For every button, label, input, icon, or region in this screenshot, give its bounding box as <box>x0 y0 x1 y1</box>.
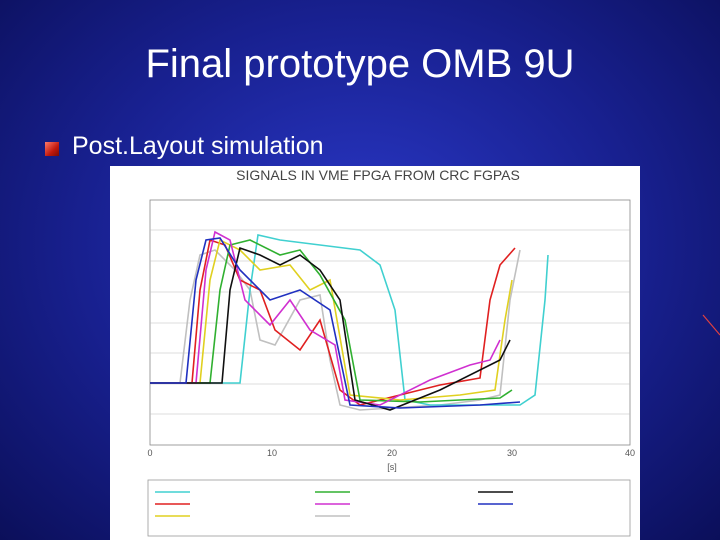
x-ticks: 0 10 20 30 40 <box>147 448 635 458</box>
x-tick-label: 20 <box>387 448 397 458</box>
waveforms <box>150 230 549 411</box>
x-tick-label: 0 <box>147 448 152 458</box>
decoration <box>702 314 720 336</box>
bullet-icon <box>45 142 59 156</box>
plot-frame <box>149 199 631 446</box>
legend-lines <box>155 491 513 517</box>
x-tick-label: 30 <box>507 448 517 458</box>
x-tick-label: 10 <box>267 448 277 458</box>
plot-title: SIGNALS IN VME FPGA FROM CRC FGPAS <box>236 167 520 183</box>
grid <box>150 229 630 415</box>
x-axis-label: [s] <box>387 462 397 472</box>
bullet-text: Post.Layout simulation <box>72 132 324 160</box>
legend-box <box>147 479 631 537</box>
slide-title: Final prototype OMB 9U <box>145 42 575 86</box>
x-tick-label: 40 <box>625 448 635 458</box>
